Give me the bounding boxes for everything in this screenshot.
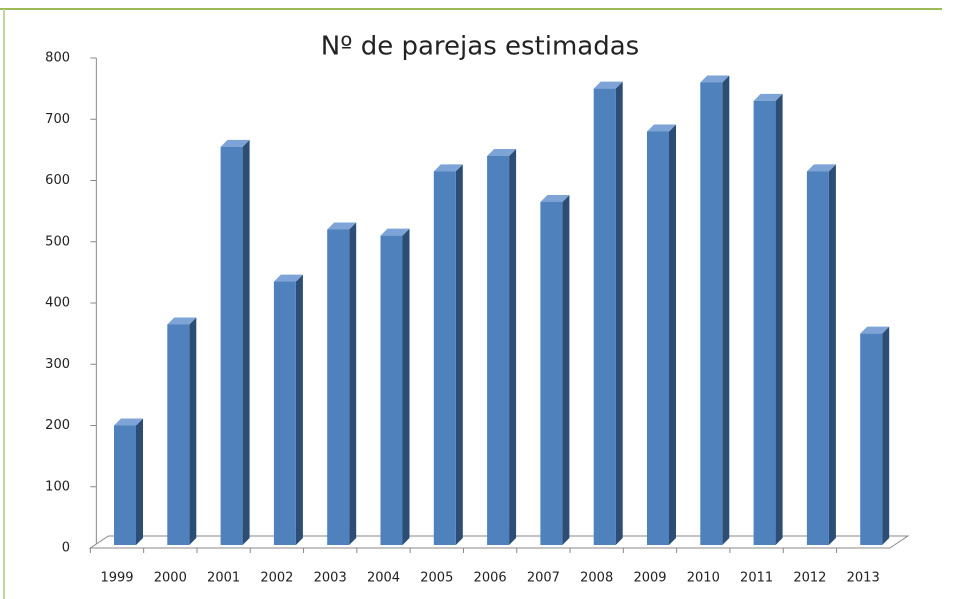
- bar-top: [273, 274, 303, 282]
- bar-top: [593, 81, 623, 89]
- bar: [806, 171, 829, 545]
- bar-side: [402, 228, 410, 545]
- x-tick-label: 2010: [687, 571, 720, 586]
- x-tick-label: 2006: [474, 571, 507, 586]
- y-tick-label: 500: [45, 234, 70, 249]
- bar-top: [433, 164, 463, 172]
- bar-side: [882, 326, 890, 545]
- x-tick-label: 2008: [580, 571, 613, 586]
- bar-top: [860, 326, 890, 334]
- bar-top: [540, 194, 570, 202]
- bar-top: [700, 75, 730, 83]
- bar: [327, 229, 350, 545]
- x-tick-label: 2005: [420, 571, 453, 586]
- bar-top: [167, 317, 197, 325]
- x-tick-label: 2012: [793, 571, 826, 586]
- bar-top: [380, 228, 410, 236]
- bar: [114, 425, 136, 545]
- bar: [220, 146, 243, 545]
- bar-side: [615, 81, 623, 545]
- bar: [753, 100, 776, 545]
- bar-side: [562, 194, 570, 545]
- y-tick-label: 600: [45, 173, 70, 188]
- bar-side: [828, 164, 836, 545]
- bar-top: [114, 418, 143, 426]
- x-tick-label: 2013: [847, 571, 880, 586]
- bar: [860, 333, 883, 545]
- bar: [167, 324, 190, 545]
- x-tick-label: 2009: [633, 571, 666, 586]
- bar-side: [669, 124, 676, 545]
- bar-side: [775, 93, 783, 545]
- bar: [380, 235, 403, 545]
- bar-side: [722, 75, 730, 545]
- y-tick-label: 200: [45, 418, 70, 433]
- bar-side: [509, 149, 517, 545]
- bar: [273, 281, 296, 545]
- bar: [700, 82, 723, 545]
- y-tick-label: 100: [45, 479, 70, 494]
- y-tick-label: 0: [62, 541, 70, 556]
- bar: [540, 201, 563, 545]
- y-tick-label: 400: [45, 296, 70, 311]
- x-tick-label: 1999: [100, 571, 133, 586]
- x-tick-label: 2007: [527, 571, 560, 586]
- bar-top: [220, 139, 250, 147]
- bar-top: [487, 149, 517, 156]
- x-tick-label: 2001: [207, 571, 240, 586]
- x-tick-label: 2002: [260, 571, 293, 586]
- bar-side: [295, 274, 303, 545]
- y-tick-label: 300: [45, 357, 70, 372]
- x-tick-label: 2011: [740, 571, 773, 586]
- bar-side: [455, 164, 463, 545]
- bar-top: [753, 93, 783, 101]
- y-tick-label: 800: [45, 51, 70, 66]
- bar: [593, 88, 616, 545]
- y-tick-label: 700: [45, 112, 70, 127]
- bar-top: [327, 222, 357, 230]
- x-tick-label: 2000: [154, 571, 187, 586]
- bar: [647, 131, 669, 545]
- bar: [487, 156, 510, 545]
- bar-side: [136, 418, 143, 545]
- bar-top: [806, 164, 836, 172]
- bar-side: [189, 317, 197, 545]
- bar-top: [647, 124, 676, 132]
- bar: [433, 171, 456, 545]
- bar-side: [242, 139, 250, 545]
- x-tick-label: 2003: [314, 571, 347, 586]
- x-tick-label: 2004: [367, 571, 400, 586]
- bar-side: [349, 222, 357, 545]
- chart-title: Nº de parejas estimadas: [321, 32, 639, 62]
